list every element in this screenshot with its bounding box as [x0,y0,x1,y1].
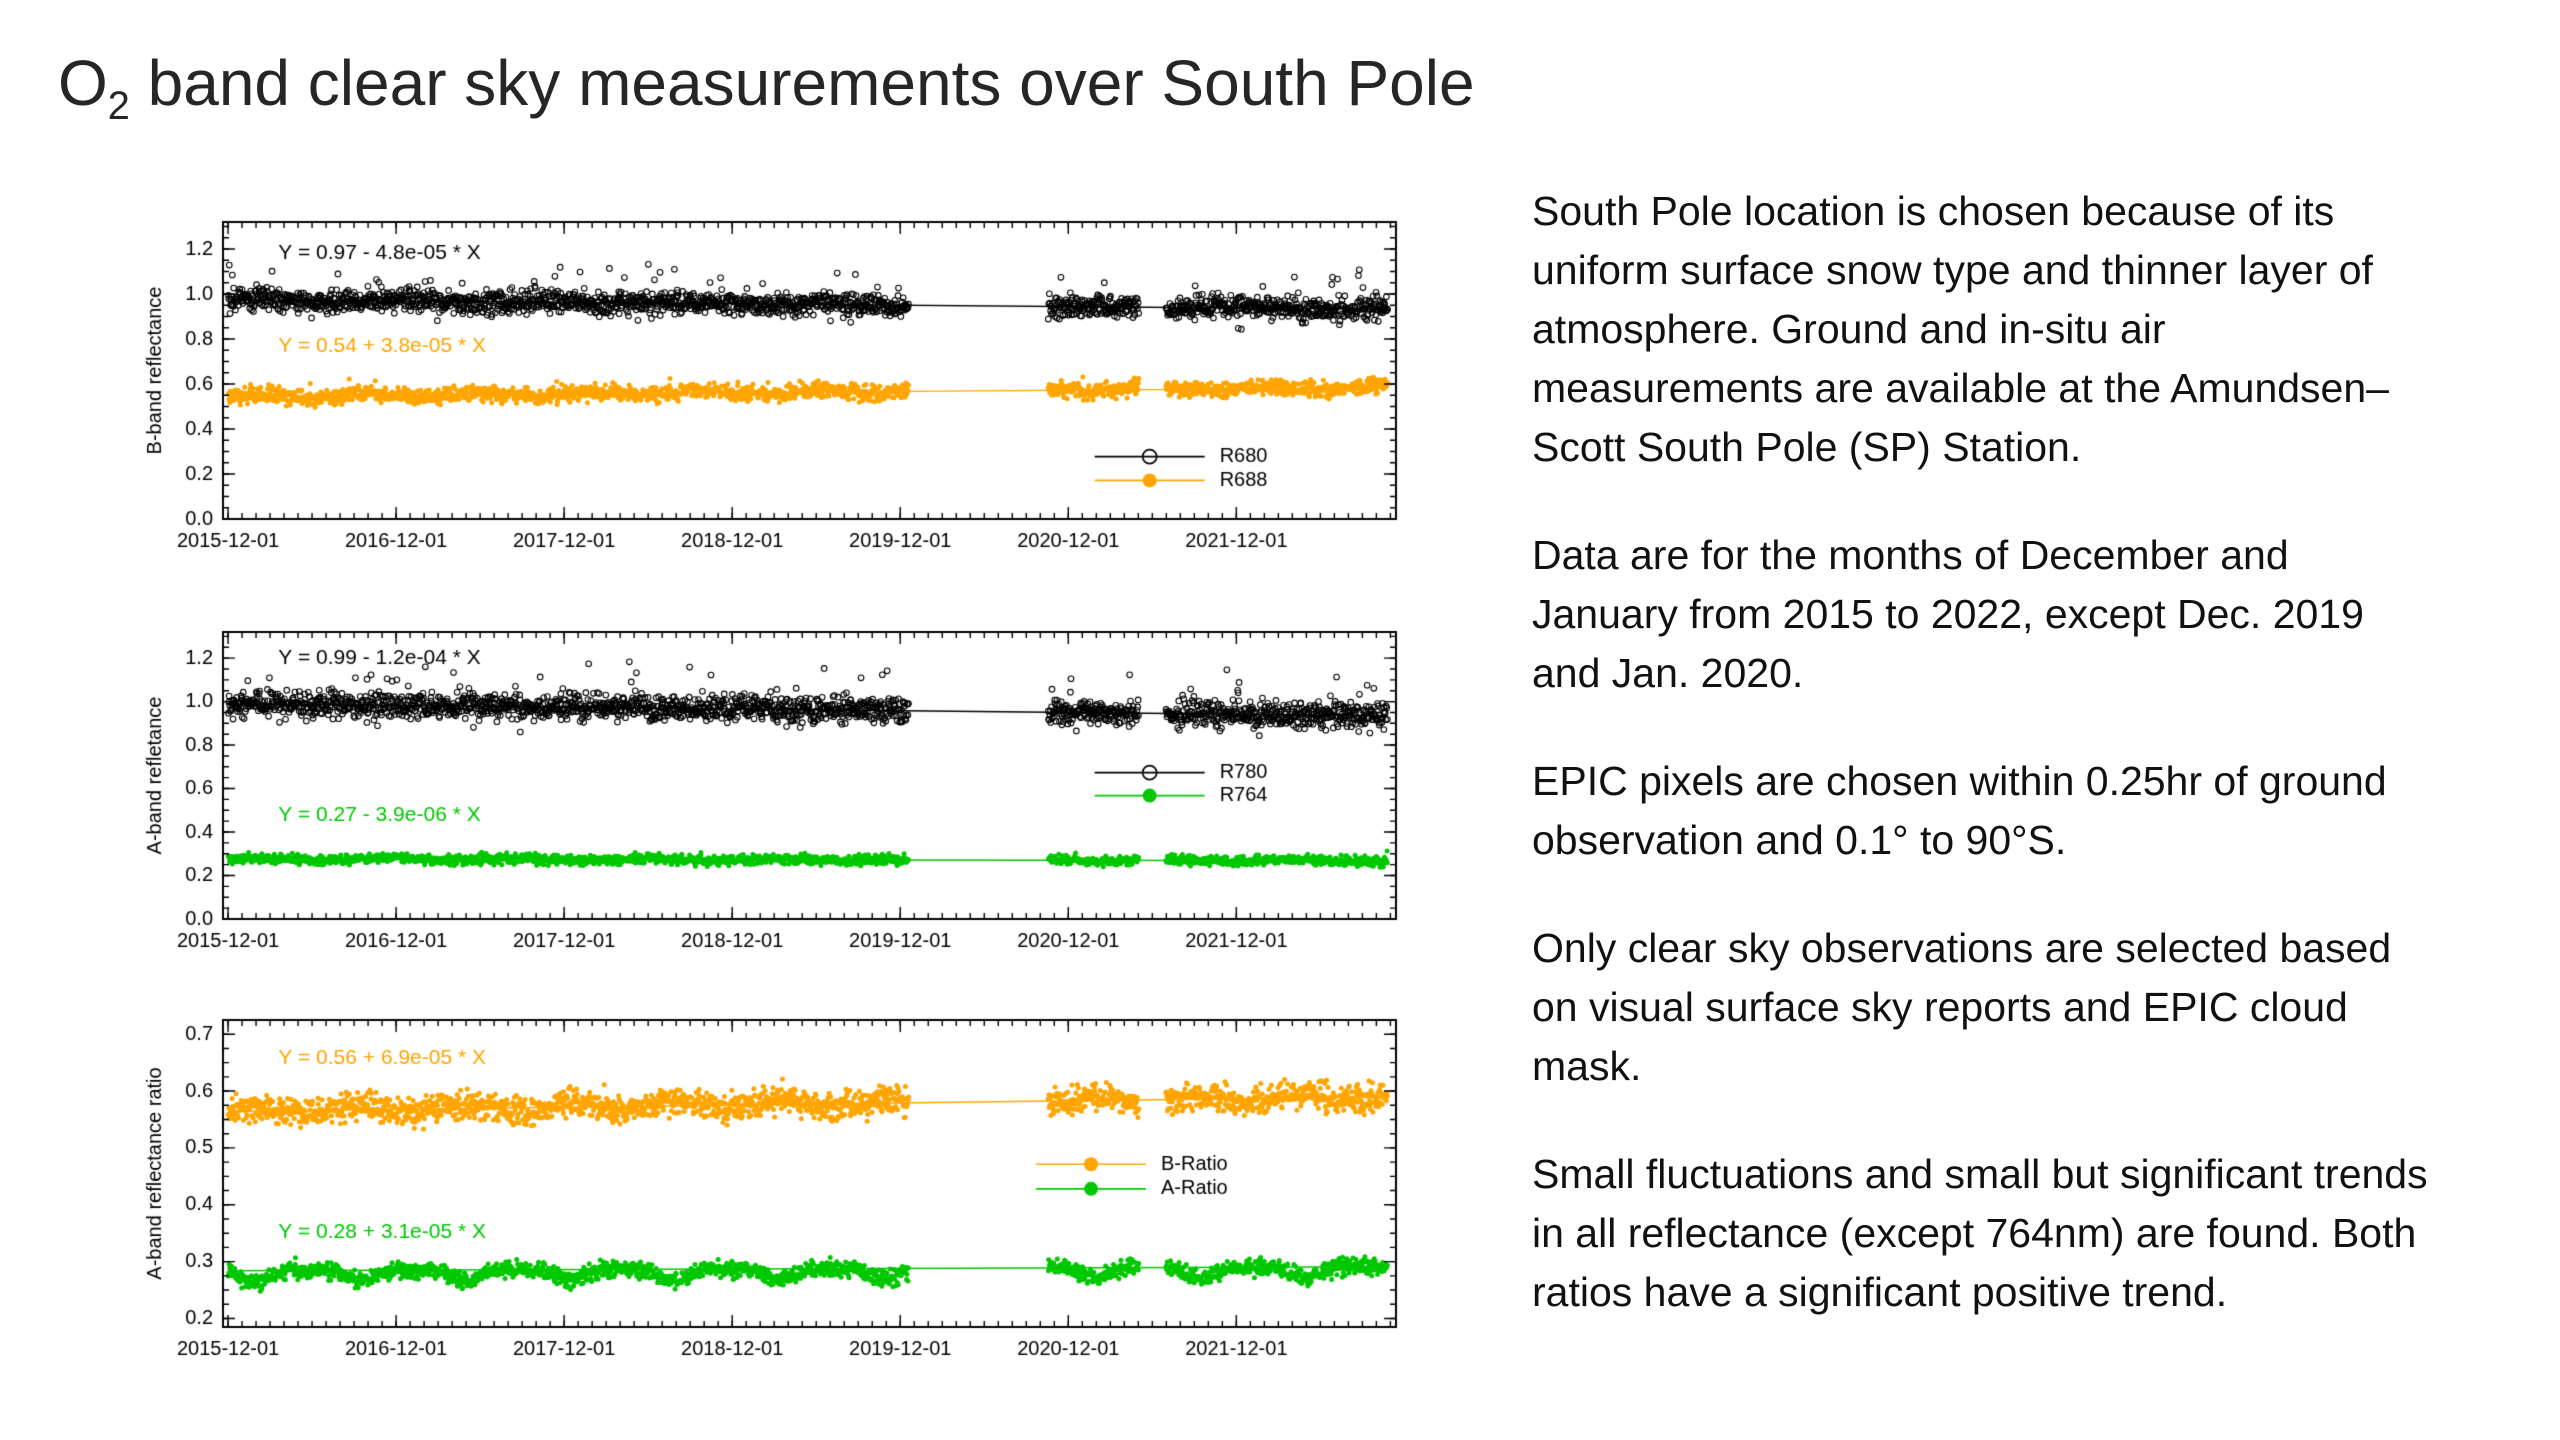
a-band-reflectance-chart [118,612,1458,977]
a-band-reflectance-ratio-chart [118,1000,1458,1385]
note-paragraph-epic-pixels: EPIC pixels are chosen within 0.25hr of … [1532,758,2387,864]
note-paragraph-clear-sky: Only clear sky observations are selected… [1532,925,2392,1090]
title-text-prefix: O [58,47,108,119]
b-band-reflectance-chart [118,202,1458,577]
note-paragraph-data-months: Data are for the months of December and … [1532,532,2364,697]
title-text: band clear sky measurements over South P… [129,47,1475,119]
title-subscript: 2 [107,83,130,128]
page-title: O2 band clear sky measurements over Sout… [58,46,1475,129]
note-paragraph-location: South Pole location is chosen because of… [1532,188,2389,471]
notes-panel: South Pole location is chosen because of… [1532,182,2437,1372]
note-paragraph-trends: Small fluctuations and small but signifi… [1532,1151,2428,1316]
